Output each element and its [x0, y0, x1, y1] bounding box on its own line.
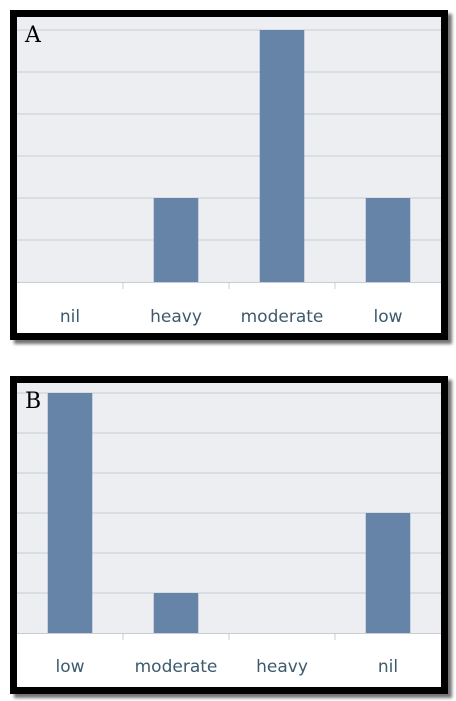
bar-chart-b: low moderate heavy nil — [17, 383, 441, 677]
bar-low — [47, 393, 93, 633]
bar-nil — [365, 513, 411, 633]
category-label-moderate: moderate — [135, 657, 218, 677]
chart-panel-a: A nil heavy moderate low — [10, 10, 448, 340]
bar-moderate — [153, 593, 199, 633]
bar-chart-a: nil heavy moderate low — [17, 17, 441, 327]
category-label-nil: nil — [378, 657, 398, 677]
category-label-heavy: heavy — [256, 657, 308, 677]
bar-low — [365, 198, 411, 282]
chart-panel-b: B low moderate heavy nil — [10, 376, 448, 694]
bar-heavy — [153, 198, 199, 282]
bar-moderate — [259, 30, 305, 282]
category-label-low: low — [373, 307, 402, 327]
panel-label: A — [25, 23, 41, 48]
panel-label: B — [25, 389, 42, 414]
category-label-low: low — [55, 657, 84, 677]
category-label-heavy: heavy — [150, 307, 202, 327]
category-label-nil: nil — [60, 307, 80, 327]
category-label-moderate: moderate — [241, 307, 324, 327]
